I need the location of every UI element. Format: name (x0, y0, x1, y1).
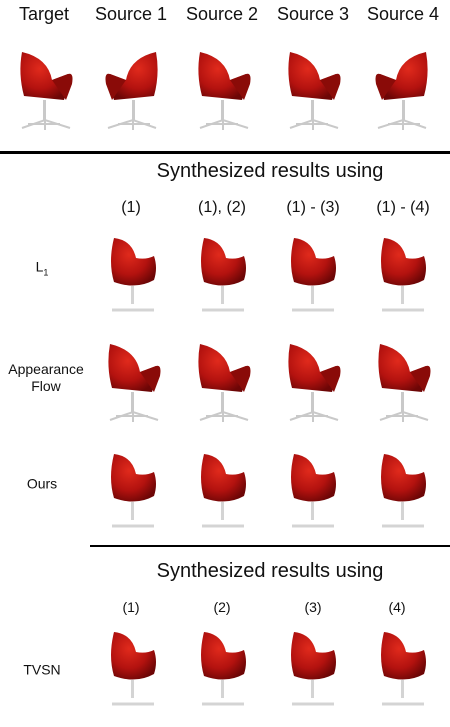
header-source-4: Source 4 (367, 4, 439, 25)
section1-col-4: (1) - (4) (376, 199, 429, 217)
result-l1-4 (366, 228, 440, 318)
result-ours-4 (366, 444, 440, 534)
result-tvsn-1 (96, 622, 170, 712)
result-ours-3 (276, 444, 350, 534)
result-ours-2 (186, 444, 260, 534)
row-label-tvsn: TVSN (23, 662, 60, 679)
source-4-chair-image (366, 44, 440, 134)
section1-col-2: (1), (2) (198, 199, 246, 217)
section2-col-2: (2) (213, 599, 230, 615)
section1-col-3: (1) - (3) (286, 199, 339, 217)
source-2-chair-image (186, 44, 260, 134)
result-l1-2 (186, 228, 260, 318)
section2-col-1: (1) (122, 599, 139, 615)
section2-col-4: (4) (388, 599, 405, 615)
result-tvsn-2 (186, 622, 260, 712)
result-af-3 (276, 336, 350, 426)
section2-col-3: (3) (304, 599, 321, 615)
header-source-2: Source 2 (186, 4, 258, 25)
result-af-2 (186, 336, 260, 426)
header-source-1: Source 1 (95, 4, 167, 25)
row-label-ours: Ours (27, 476, 57, 493)
section1-title: Synthesized results using (157, 160, 384, 183)
section-divider-thin (90, 545, 450, 547)
result-tvsn-4 (366, 622, 440, 712)
section-divider-thick (0, 151, 450, 154)
result-af-4 (366, 336, 440, 426)
result-tvsn-3 (276, 622, 350, 712)
header-target: Target (19, 4, 69, 25)
target-chair-image (8, 44, 82, 134)
header-source-3: Source 3 (277, 4, 349, 25)
result-l1-1 (96, 228, 170, 318)
result-l1-3 (276, 228, 350, 318)
result-af-1 (96, 336, 170, 426)
source-3-chair-image (276, 44, 350, 134)
section1-col-1: (1) (121, 199, 141, 217)
source-1-chair-image (96, 44, 170, 134)
section2-title: Synthesized results using (157, 560, 384, 583)
row-label-appearance-flow: Appearance Flow (8, 361, 84, 395)
row-label-l1: L1 (36, 259, 49, 282)
result-ours-1 (96, 444, 170, 534)
